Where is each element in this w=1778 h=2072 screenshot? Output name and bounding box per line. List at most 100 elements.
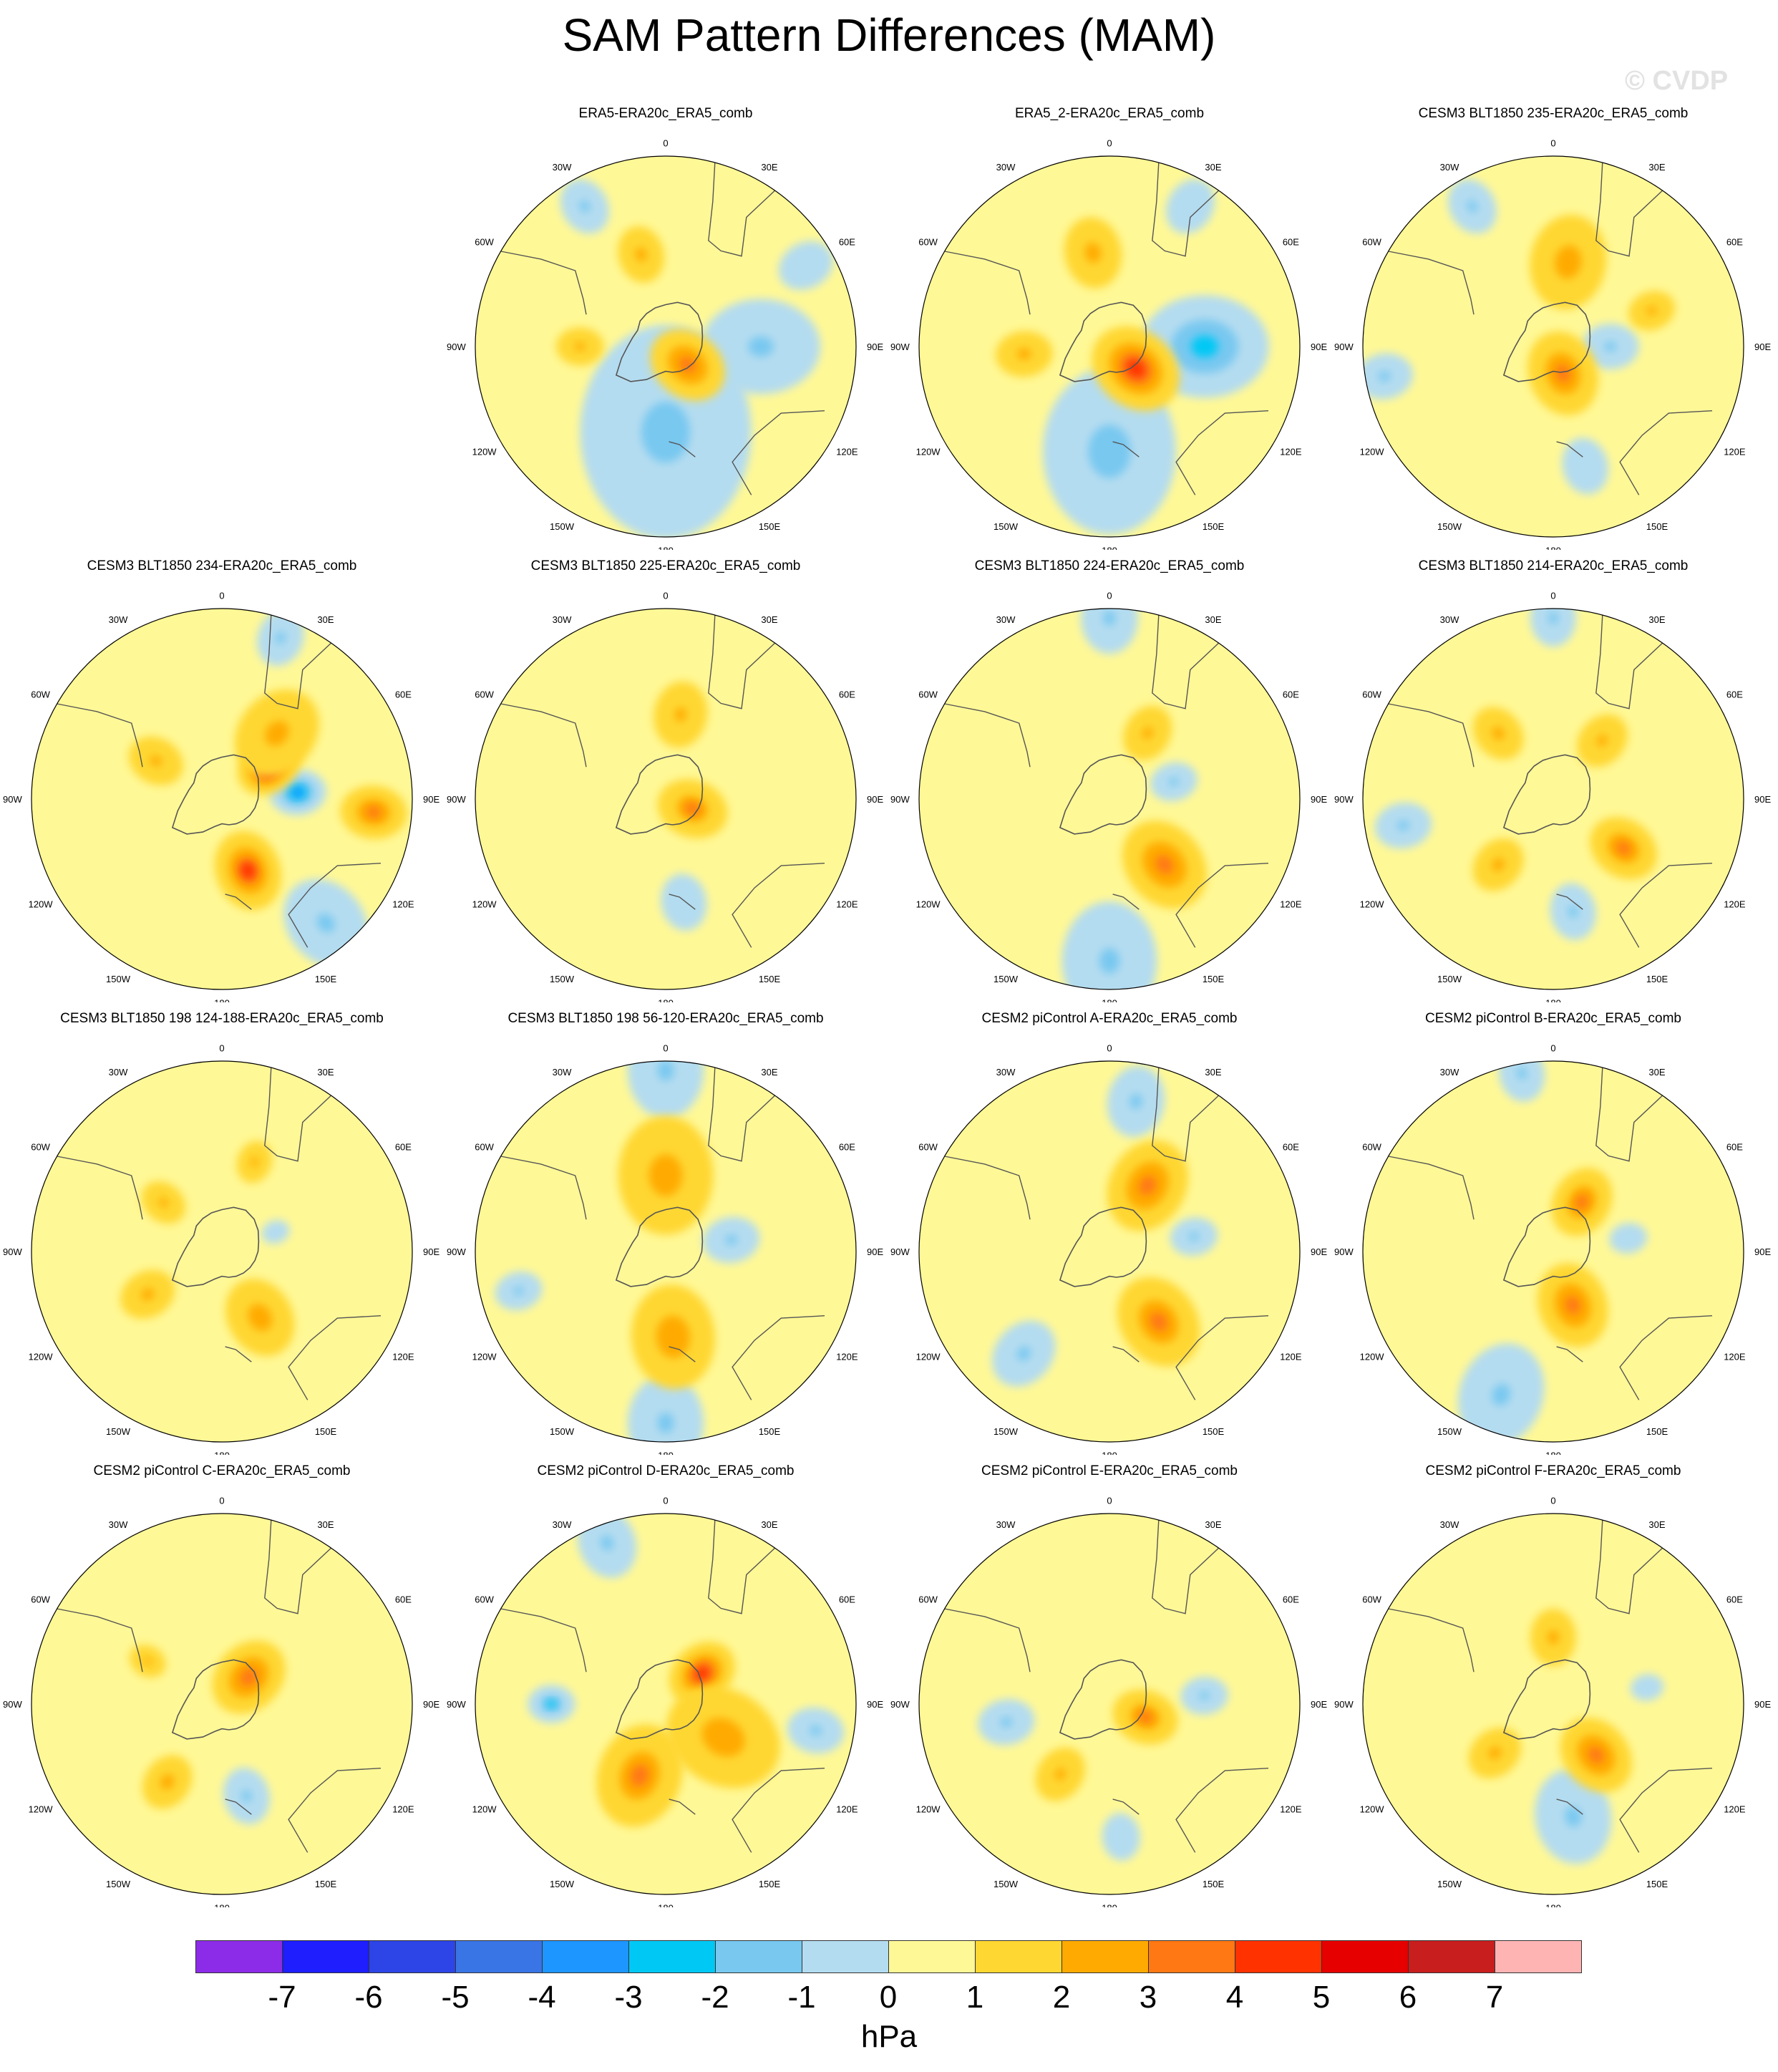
anomaly-contour [1130, 1093, 1142, 1109]
antarctica-outline [1502, 301, 1591, 382]
coastline [264, 1520, 332, 1614]
lon-label: 180 [1102, 1451, 1117, 1455]
lon-label: 150E [1646, 1426, 1668, 1437]
coastline [1595, 163, 1663, 257]
map-border [475, 608, 857, 990]
polar-map: 0 30E 60E 90E 120E 150E 180 150W 120W 90W 60W 30W [890, 137, 1327, 550]
anomaly-contour [1000, 1717, 1013, 1728]
lon-label: 30E [1205, 162, 1221, 173]
lon-label: 180 [214, 1903, 230, 1907]
map-panel: ERA5_2-ERA20c_ERA5_comb 0 30E 60E 90E 120E 150… [888, 106, 1331, 550]
lon-label: 30W [109, 1067, 128, 1078]
lon-label: 90E [1311, 1246, 1327, 1257]
anomaly-contour [366, 806, 381, 818]
colorbar-cell [455, 1940, 543, 1973]
map-border [918, 155, 1301, 538]
coastline [1152, 615, 1220, 710]
anomaly-contour [1568, 905, 1578, 918]
lon-label: 60E [395, 689, 412, 700]
anomaly-contour [748, 336, 774, 357]
panel-title: CESM2 piControl A-ERA20c_ERA5_comb [981, 1011, 1238, 1026]
colorbar [195, 1940, 1582, 1973]
lon-label: 150W [994, 1879, 1019, 1889]
lon-label: 120E [836, 446, 858, 457]
lon-label: 120E [392, 1351, 414, 1362]
antarctica-outline [171, 1659, 260, 1740]
anomaly-contour [1588, 1746, 1604, 1763]
antarctica-outline [615, 754, 704, 835]
lon-label: 30W [553, 614, 572, 625]
lon-label: 90E [867, 794, 883, 805]
map-border [918, 608, 1301, 990]
coastline [1619, 1315, 1713, 1400]
anomaly-contour [261, 1220, 290, 1244]
panel-title: CESM3 BLT1850 225-ERA20c_ERA5_comb [530, 558, 801, 573]
lon-label: 60W [1362, 689, 1381, 700]
map-background [1363, 609, 1744, 989]
map-panel: CESM2 piControl E-ERA20c_ERA5_comb 0 30E 60… [888, 1463, 1331, 1907]
anomaly-contour [1630, 1674, 1664, 1701]
lon-label: 60W [1362, 1594, 1381, 1605]
lon-label: 90E [867, 1246, 883, 1257]
colorbar-cell [542, 1940, 629, 1973]
coastline [500, 1156, 587, 1220]
colorbar-cell [1148, 1940, 1235, 1973]
anomaly-contour [1168, 778, 1179, 786]
coastline [732, 410, 825, 495]
coastline [944, 703, 1031, 768]
coastline [708, 1068, 776, 1162]
lon-label: 120E [1724, 899, 1746, 909]
lon-label: 90E [423, 1699, 439, 1710]
lon-label: 90W [447, 794, 466, 805]
lon-label: 180 [658, 1903, 674, 1907]
coastline [225, 1346, 252, 1362]
anomaly-contour [1099, 948, 1120, 974]
lon-label: 30E [1205, 1519, 1221, 1530]
anomaly-contour [1396, 820, 1409, 831]
lon-label: 150W [1437, 1879, 1462, 1889]
anomaly-contour [1562, 437, 1609, 495]
coastline [500, 251, 587, 315]
colorbar-cell [369, 1940, 456, 1973]
coastline [1112, 441, 1140, 458]
lon-label: 90E [423, 794, 439, 805]
lon-label: 60W [475, 237, 494, 248]
panel-title: CESM2 piControl F-ERA20c_ERA5_comb [1425, 1463, 1681, 1478]
map-background [919, 1061, 1300, 1442]
coastline [1556, 441, 1583, 458]
lon-label: 60E [1726, 689, 1743, 700]
lon-label: 120W [29, 1351, 54, 1362]
lon-label: 60E [839, 237, 855, 248]
anomaly-contour [674, 707, 686, 722]
lon-label: 30W [109, 614, 128, 625]
lon-label: 150W [994, 1426, 1019, 1437]
coastline [708, 615, 776, 710]
coastline [1175, 1768, 1269, 1853]
lon-label: 60E [1726, 1594, 1743, 1605]
lon-label: 0 [1107, 590, 1112, 601]
lon-label: 90E [1311, 342, 1327, 352]
map-panel: CESM2 piControl B-ERA20c_ERA5_comb 0 30E 60… [1331, 1011, 1775, 1455]
lon-label: 120W [916, 446, 941, 457]
lon-label: 120E [1280, 899, 1302, 909]
anomaly-contour [778, 241, 833, 290]
lon-label: 150W [1437, 1426, 1462, 1437]
colorbar-cell [888, 1940, 976, 1973]
lon-label: 120E [392, 899, 414, 909]
coastline [944, 251, 1031, 315]
lon-label: 150E [1203, 1879, 1225, 1889]
anomaly-contour [1548, 1630, 1559, 1645]
anomaly-contour [265, 720, 289, 746]
anomaly-contour [575, 342, 586, 351]
colorbar-tick: -2 [701, 1980, 729, 2015]
lon-label: 60E [839, 1142, 855, 1153]
lon-label: 0 [663, 590, 668, 601]
polar-map: 0 30E 60E 90E 120E 150E 180 150W 120W 90W 60W 30W [3, 1042, 439, 1455]
lon-label: 90E [1754, 342, 1771, 352]
panel-title: CESM2 piControl C-ERA20c_ERA5_comb [93, 1463, 351, 1478]
lon-label: 150E [759, 1879, 781, 1889]
polar-map: 0 30E 60E 90E 120E 150E 180 150W 120W 90W 60W 30W [1334, 1042, 1771, 1455]
lon-label: 150W [994, 974, 1019, 984]
lon-label: 150W [550, 974, 575, 984]
antarctica-outline [1502, 1659, 1591, 1740]
